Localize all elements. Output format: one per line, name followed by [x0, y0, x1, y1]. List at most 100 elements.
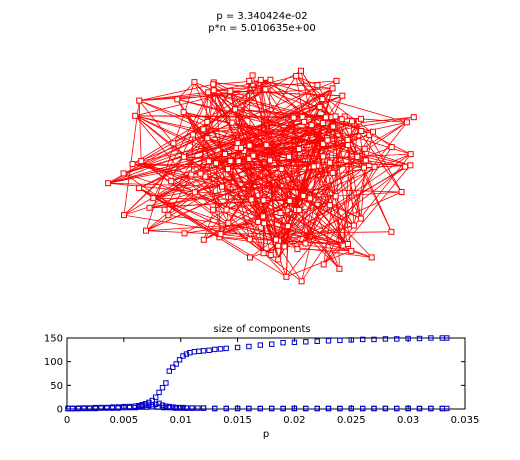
data-point-series-1: [153, 394, 159, 400]
chart-title: size of components: [213, 324, 310, 335]
data-point-series-1: [217, 346, 224, 352]
data-point-series-1: [269, 341, 275, 347]
graph-edge: [200, 92, 209, 174]
graph-node: [238, 144, 244, 151]
graph-node: [225, 219, 232, 226]
graph-node: [284, 223, 291, 230]
graph-node: [174, 96, 181, 103]
data-point-series-3: [155, 404, 161, 410]
graph-edge: [108, 144, 267, 184]
data-point-series-1: [183, 351, 190, 357]
graph-node: [121, 212, 127, 219]
data-point-series-2: [189, 405, 195, 411]
data-point-series-3: [143, 404, 150, 410]
data-point-series-1: [173, 361, 179, 367]
x-tick-label: 0.01: [170, 415, 192, 426]
data-point-series-3: [126, 404, 133, 411]
graph-node: [260, 197, 267, 204]
data-point-series-3: [291, 405, 298, 412]
graph-node: [189, 131, 196, 138]
graph-node: [257, 76, 264, 83]
graph-node: [146, 204, 153, 211]
graph-edge: [132, 163, 223, 188]
graph-node: [188, 171, 195, 178]
graph-node: [225, 166, 231, 173]
graph-node: [290, 114, 297, 121]
graph-edge: [208, 160, 349, 245]
graph-node: [227, 88, 234, 95]
graph-edge: [212, 84, 236, 110]
y-axis-ticks: 0 50 100 150: [44, 334, 465, 416]
data-point-series-1: [416, 335, 423, 342]
data-point-series-3: [280, 405, 286, 412]
graph-edge: [212, 118, 362, 211]
graph-edge: [347, 144, 411, 166]
graph-node: [314, 82, 321, 89]
graph-edge: [347, 145, 355, 226]
data-point-series-3: [394, 405, 400, 412]
graph-edge: [123, 79, 262, 216]
graph-edge: [230, 161, 251, 240]
graph-node: [286, 153, 292, 160]
graph-edge: [248, 80, 252, 200]
graph-edge: [263, 200, 298, 250]
graph-edge: [123, 95, 343, 174]
graph-node: [181, 230, 188, 237]
y-tick-label: 150: [44, 334, 63, 345]
data-point-series-1: [360, 336, 366, 343]
graph-node: [180, 153, 187, 160]
graph-title-line1: p = 3.340424e-02: [216, 11, 307, 22]
data-point-series-1: [166, 368, 173, 374]
graph-edge: [203, 186, 223, 240]
graph-edge: [347, 145, 362, 219]
graph-node: [298, 67, 304, 74]
graph-edge: [220, 153, 411, 235]
graph-node: [402, 163, 409, 170]
data-point-series-1: [257, 342, 264, 348]
data-point-series-3: [314, 405, 320, 412]
graph-node: [129, 161, 136, 168]
graph-node: [210, 87, 217, 94]
data-point-series-1: [291, 339, 298, 346]
data-point-series-2: [195, 405, 201, 411]
graph-node: [370, 128, 376, 135]
graph-node: [213, 160, 220, 167]
graph-node: [298, 278, 305, 285]
data-point-series-3: [337, 405, 343, 412]
graph-node: [275, 256, 282, 263]
data-point-series-3: [303, 405, 309, 412]
graph-node: [296, 207, 303, 214]
graph-edge: [208, 91, 365, 169]
graph-node: [320, 261, 327, 268]
data-point-series-3: [223, 405, 229, 412]
plot-area-frame: [66, 337, 466, 410]
graph-node: [205, 89, 212, 96]
graph-node: [235, 158, 242, 165]
graph-edge: [139, 100, 204, 130]
data-point-series-3: [98, 405, 104, 411]
graph-node: [246, 142, 253, 149]
graph-node: [191, 79, 198, 86]
graph-node: [308, 122, 315, 129]
plot-points: [65, 335, 450, 412]
graph-edge: [277, 245, 302, 282]
data-point-series-1: [405, 335, 411, 342]
graph-node: [273, 236, 279, 243]
data-point-series-3: [121, 404, 127, 411]
graph-nodes: [105, 67, 417, 285]
graph-node: [299, 113, 306, 120]
graph-node: [366, 131, 373, 138]
graph-edge: [153, 118, 362, 199]
graph-node: [105, 180, 112, 187]
graph-title-line2: p*n = 5.010635e+00: [208, 23, 315, 34]
graph-edge: [183, 111, 208, 123]
data-point-series-3: [104, 405, 110, 411]
graph-edge: [281, 168, 355, 226]
graph-edge: [139, 88, 266, 101]
graph-node: [338, 116, 345, 123]
data-point-series-3: [87, 405, 93, 412]
graph-edge: [208, 91, 374, 133]
graph-node: [161, 206, 168, 213]
data-point-series-3: [371, 405, 377, 412]
graph-node: [329, 85, 336, 92]
